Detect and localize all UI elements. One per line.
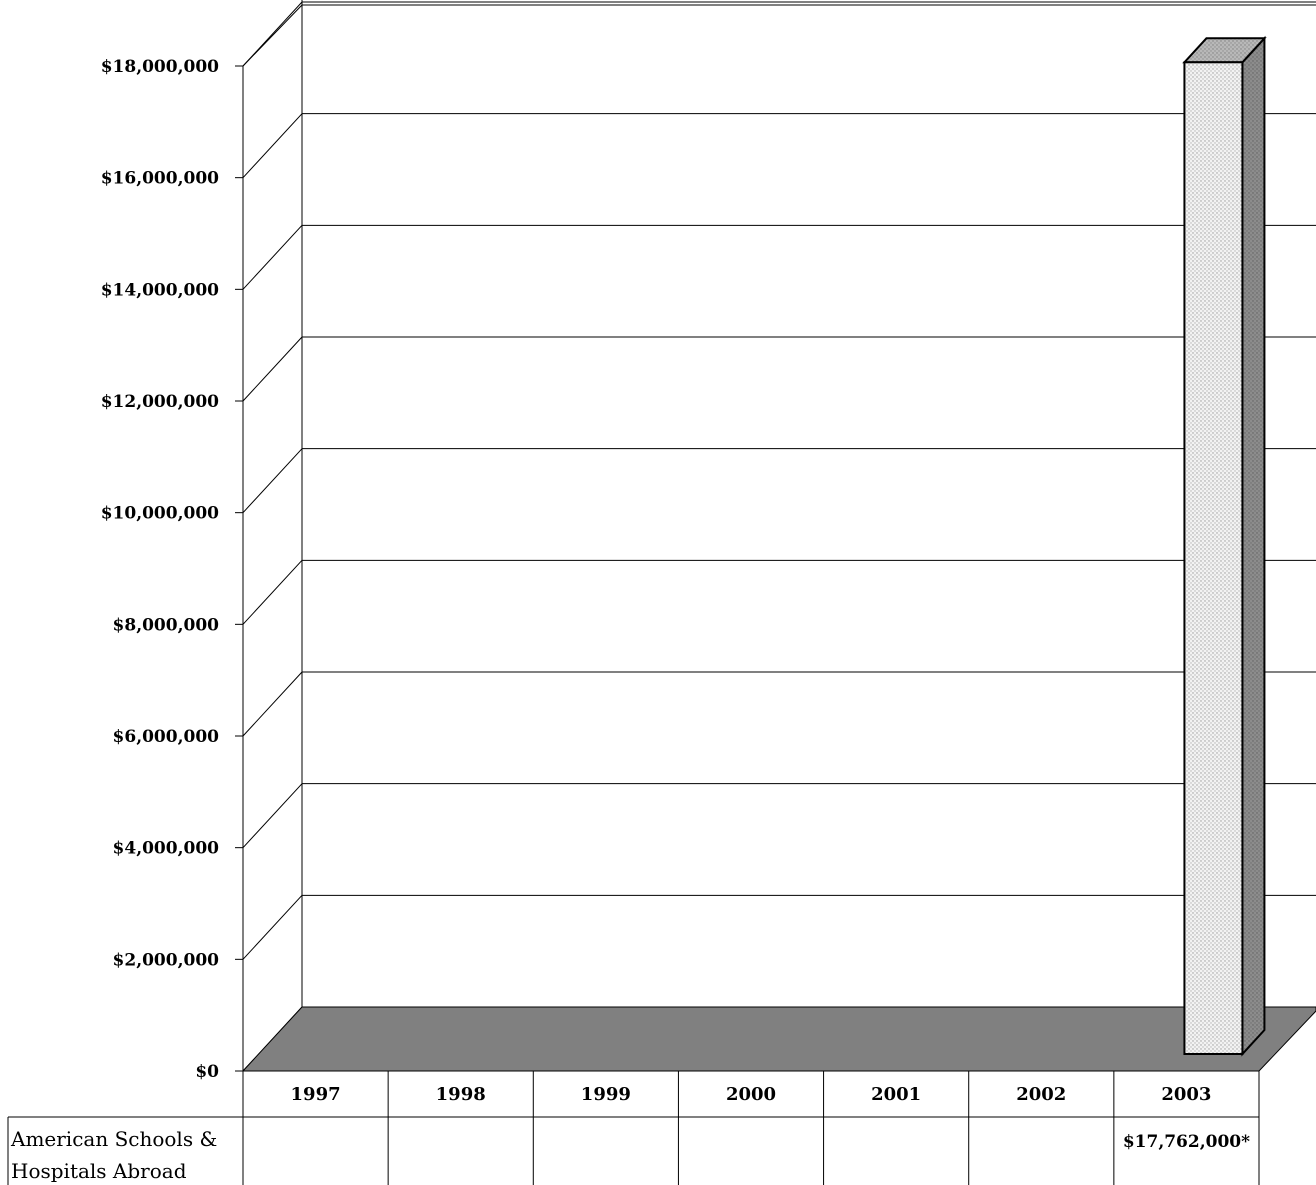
side-wall-gridline — [242, 559, 303, 625]
y-tick-label: $18,000,000 — [101, 57, 219, 77]
y-tick-label: $0 — [195, 1062, 219, 1082]
x-category-label: 1997 — [291, 1084, 341, 1105]
back-wall — [301, 0, 1316, 1007]
y-tick-label: $14,000,000 — [101, 280, 219, 300]
y-tick-label: $6,000,000 — [113, 727, 220, 747]
bar-side-2003 — [1241, 35, 1266, 1057]
y-tick-label: $2,000,000 — [113, 950, 220, 970]
side-wall-gridline — [242, 336, 303, 402]
side-wall-gridline — [242, 113, 303, 179]
x-category-label: 1999 — [581, 1084, 631, 1105]
table-row-label: Hospitals Abroad — [11, 1159, 187, 1183]
y-tick-label: $12,000,000 — [101, 392, 219, 412]
data-table: 1997 1998 1999 2000 2001 2002 2003 American Sch… — [7, 1070, 1260, 1185]
y-tick-label: $10,000,000 — [101, 504, 219, 524]
x-category-label: 2003 — [1161, 1084, 1211, 1105]
side-wall-gridline — [242, 224, 303, 290]
bars — [1182, 35, 1267, 1057]
x-category-label: 1998 — [436, 1084, 486, 1105]
y-tick-label: $4,000,000 — [113, 839, 220, 859]
x-category-label: 2000 — [726, 1084, 776, 1105]
y-axis: $0 $2,000,000 $4,000,000 $6,000,000 $8,000,0… — [101, 57, 244, 1082]
side-wall-gridline — [242, 671, 303, 737]
y-tick-label: $8,000,000 — [113, 615, 220, 635]
x-category-label: 2002 — [1016, 1084, 1066, 1105]
left-side-wall — [242, 1, 303, 1072]
table-cell-value: $17,762,000* — [1123, 1132, 1250, 1152]
bar-2003 — [1183, 61, 1244, 1056]
side-wall-gridline — [242, 783, 303, 849]
x-category-label: 2001 — [871, 1084, 921, 1105]
floor-plane — [241, 1006, 1316, 1072]
table-row-label: American Schools & — [10, 1127, 217, 1151]
side-wall-gridline — [242, 894, 303, 960]
chart-floor — [241, 1006, 1316, 1072]
y-tick-label: $16,000,000 — [101, 169, 219, 189]
side-wall-top — [242, 4, 303, 67]
side-wall-gridline — [242, 448, 303, 514]
